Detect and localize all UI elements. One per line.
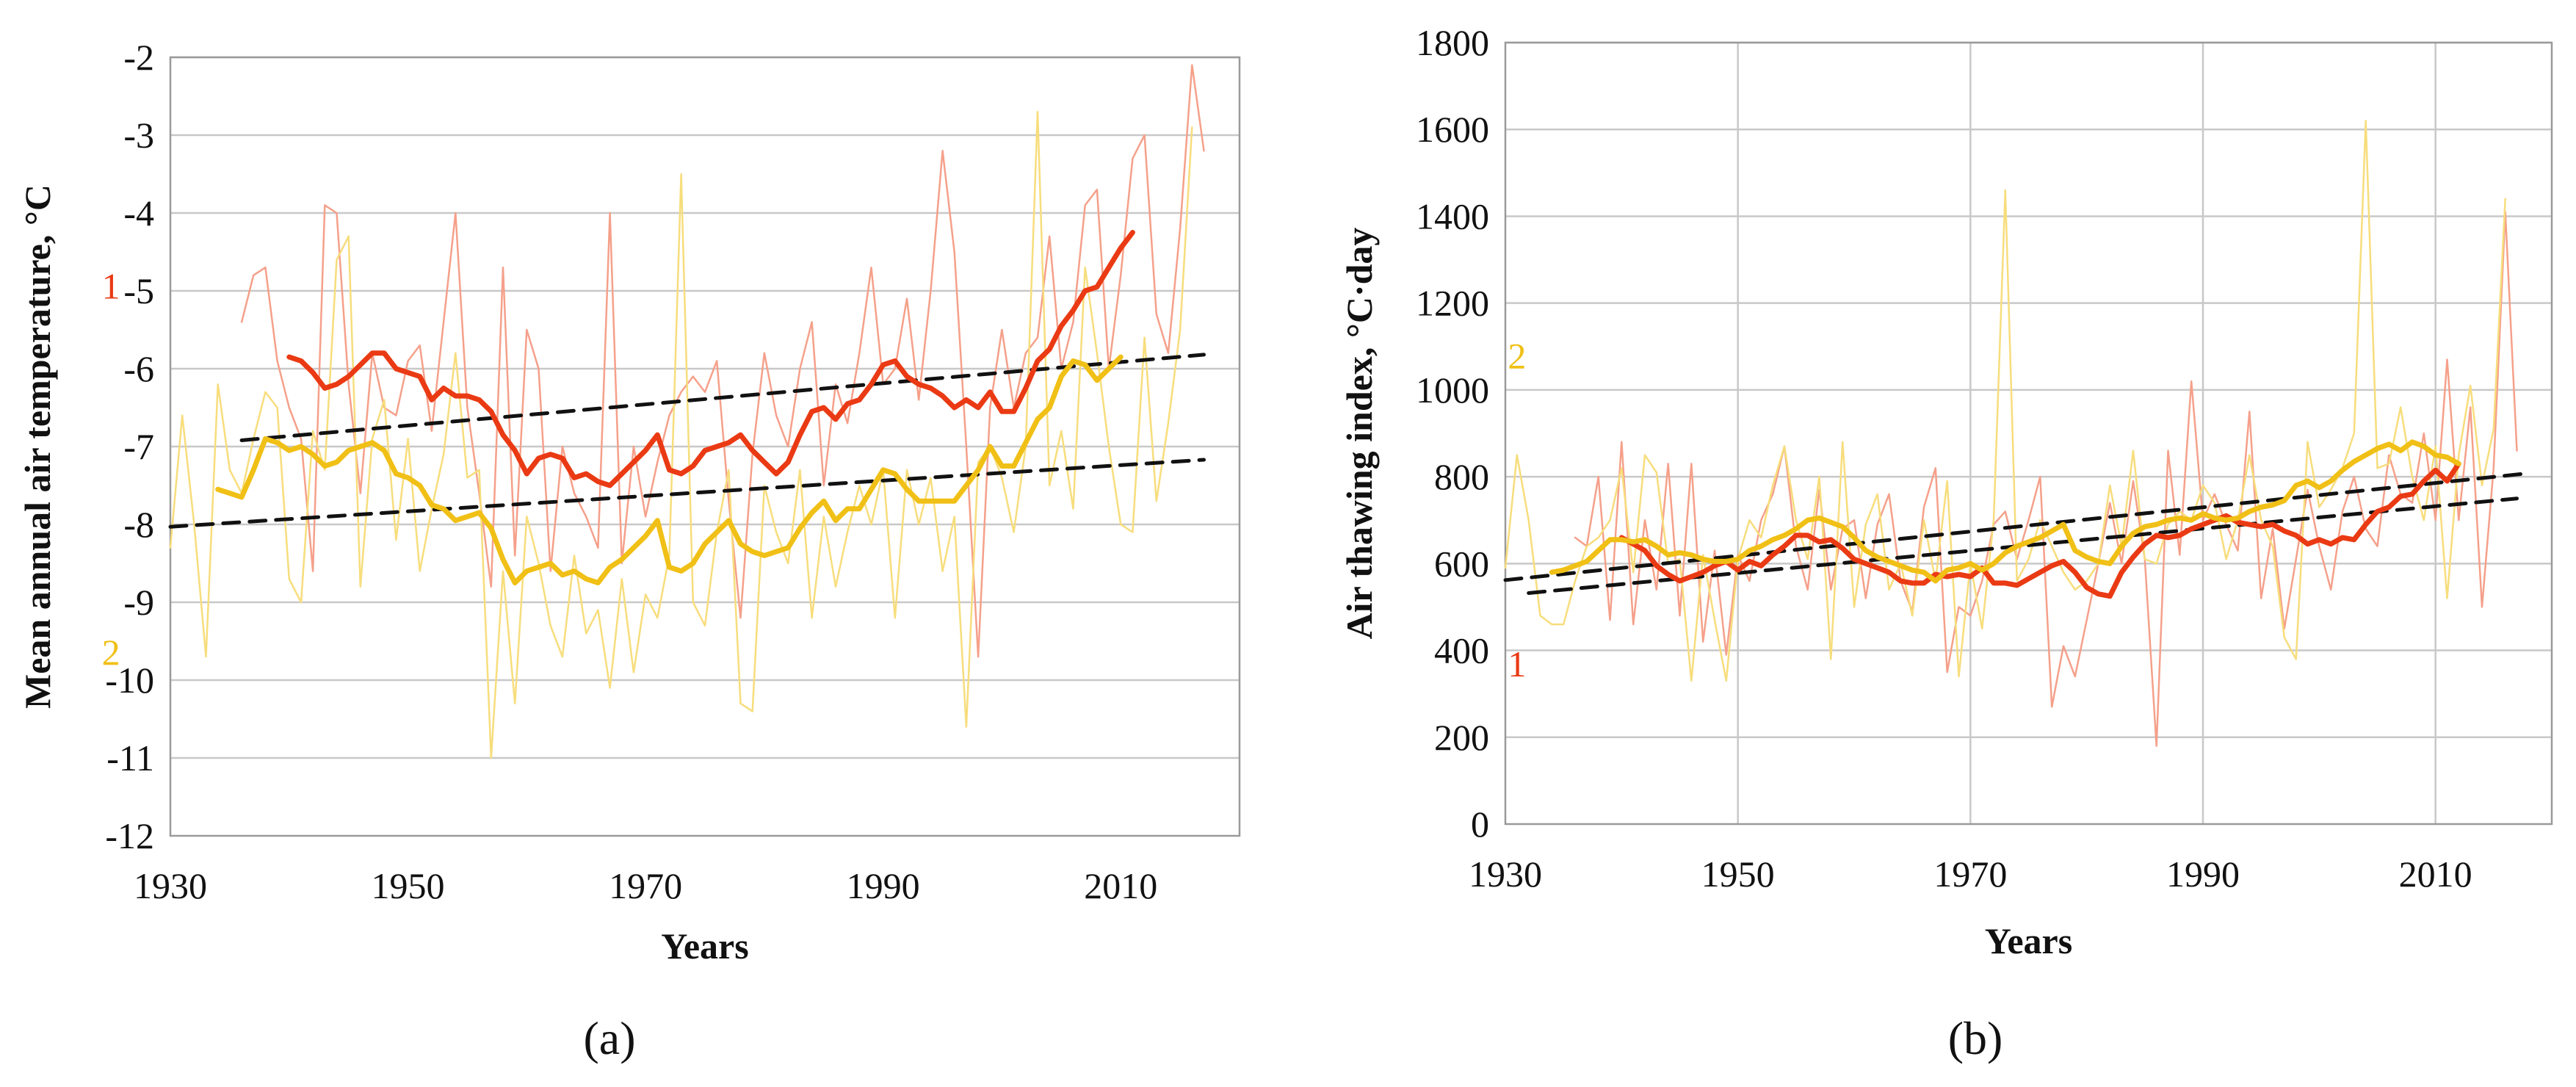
chart-a-x-tick-labels: 1930 1950 1970 1990 2010 bbox=[134, 865, 1157, 906]
chart-b-x-tick-labels: 1930 1950 1970 1990 2010 bbox=[1469, 853, 2472, 895]
chart-a-panel-label: (a) bbox=[583, 1012, 635, 1064]
chart-a-series-labels: 12 bbox=[102, 266, 120, 673]
chart-b-x-tick-label: 1970 bbox=[1933, 853, 2007, 895]
chart-a-y-tick-label: -8 bbox=[123, 504, 154, 545]
chart-a-y-tick-label: -10 bbox=[105, 660, 154, 701]
chart-a-plot-frame bbox=[169, 56, 1241, 837]
chart-a-grid bbox=[170, 56, 1240, 759]
chart-a-series-1-smoothed-line bbox=[286, 230, 1135, 488]
chart-b-y-tick-label: 1600 bbox=[1416, 109, 1489, 150]
chart-a-y-tick-label: -11 bbox=[106, 737, 154, 779]
chart-a-y-tick-label: -5 bbox=[123, 270, 154, 311]
chart-a-series-2-raw-line bbox=[169, 110, 1193, 759]
chart-a-series-2-smoothed-line bbox=[215, 354, 1124, 585]
chart-b-y-tick-label: 800 bbox=[1434, 456, 1489, 497]
chart-b-y-tick-label: 1400 bbox=[1416, 195, 1489, 236]
chart-a-y-tick-label: -6 bbox=[123, 348, 154, 389]
chart-a-y-tick-labels: -12 -11 -10 -9 -8 -7 -6 -5 -4 -3 -2 bbox=[105, 37, 154, 856]
chart-b-x-tick-label: 1930 bbox=[1469, 853, 1542, 895]
chart-b-series-2-raw-line bbox=[1504, 120, 2506, 682]
chart-a-y-tick-label: -12 bbox=[105, 815, 154, 856]
chart-b-grid bbox=[1505, 41, 2552, 824]
chart-b-plot-frame bbox=[1504, 41, 2553, 826]
chart-b-y-tick-label: 600 bbox=[1434, 543, 1489, 584]
chart-b-panel-label: (b) bbox=[1948, 1012, 2003, 1064]
chart-a-x-axis-title: Years bbox=[661, 925, 748, 967]
chart-a-series-trend-1-trend-line bbox=[239, 353, 1206, 442]
chart-a-y-tick-label: -3 bbox=[123, 115, 154, 156]
chart-b-x-tick-label: 1990 bbox=[2166, 853, 2240, 895]
chart-a-series-layer bbox=[168, 64, 1206, 759]
chart-a-y-tick-label: -2 bbox=[123, 37, 154, 78]
chart-a-x-tick-label: 1990 bbox=[847, 865, 920, 906]
chart-a-series-1-label: 1 bbox=[102, 266, 120, 307]
chart-a-y-tick-label: -9 bbox=[123, 582, 154, 623]
chart-b-y-tick-labels: 0 200 400 600 800 1000 1200 1400 1600 1800 bbox=[1416, 22, 1489, 845]
chart-b-y-tick-label: 200 bbox=[1434, 717, 1489, 758]
chart-b-series-2-smoothed-line bbox=[1549, 439, 2461, 584]
chart-a-y-tick-label: -4 bbox=[123, 192, 154, 234]
chart-a-series-trend-2-trend-line bbox=[168, 458, 1206, 529]
chart-b-series-1-label: 1 bbox=[1508, 643, 1526, 685]
chart-b-x-tick-label: 2010 bbox=[2399, 853, 2472, 895]
chart-b-series-1-raw-line bbox=[1574, 211, 2518, 747]
chart-a-x-tick-label: 1930 bbox=[134, 865, 207, 906]
chart-a-series-2-label: 2 bbox=[102, 632, 120, 673]
chart-b-series-labels: 21 bbox=[1508, 335, 1526, 685]
chart-panel-a: -12-11-10-9-8-7-6-5-4-3-2 1930 1950 1970 19… bbox=[17, 37, 1241, 1064]
chart-a-x-tick-label: 2010 bbox=[1084, 865, 1157, 906]
chart-a-series-1-raw-line bbox=[240, 64, 1205, 658]
chart-b-series-1-smoothed-line bbox=[1618, 461, 2461, 599]
chart-a-x-tick-label: 1950 bbox=[372, 865, 445, 906]
chart-b-series-2-label: 2 bbox=[1508, 335, 1526, 376]
chart-b-series-trend-1-trend-line bbox=[1503, 471, 2530, 582]
chart-b-y-tick-label: 1000 bbox=[1416, 369, 1489, 411]
chart-a-x-tick-label: 1970 bbox=[609, 865, 682, 906]
chart-b-x-tick-label: 1950 bbox=[1701, 853, 1775, 895]
chart-b-series-layer bbox=[1503, 120, 2530, 747]
chart-b-y-tick-label: 400 bbox=[1434, 630, 1489, 671]
chart-b-y-axis-title: Air thawing index, °C·day bbox=[1339, 228, 1380, 640]
chart-a-y-tick-label: -7 bbox=[123, 426, 154, 467]
chart-b-y-tick-label: 0 bbox=[1471, 803, 1489, 845]
chart-b-y-tick-label: 1800 bbox=[1416, 22, 1489, 63]
chart-b-y-tick-label: 1200 bbox=[1416, 283, 1489, 324]
chart-a-y-axis-title: Mean annual air temperature, °C bbox=[17, 184, 58, 709]
chart-b-x-axis-title: Years bbox=[1985, 920, 2072, 961]
